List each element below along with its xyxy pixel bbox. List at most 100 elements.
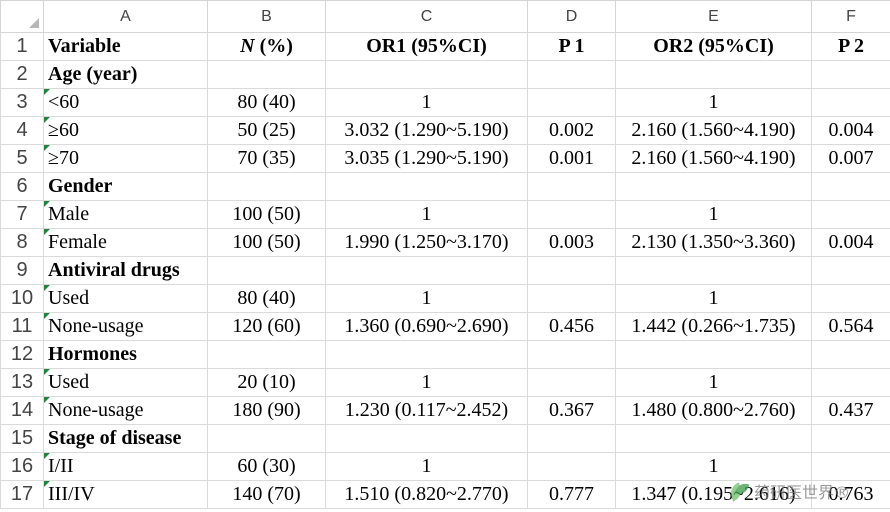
column-header-a[interactable]: A	[43, 0, 208, 33]
cell-e7[interactable]: 1	[615, 200, 812, 229]
cell-b3[interactable]: 80 (40)	[207, 88, 326, 117]
cell-d16[interactable]	[527, 452, 616, 481]
cell-e2[interactable]	[615, 60, 812, 89]
cell-c13[interactable]: 1	[325, 368, 528, 397]
cell-e13[interactable]: 1	[615, 368, 812, 397]
cell-d1[interactable]: P 1	[527, 32, 616, 61]
cell-f15[interactable]	[811, 424, 890, 453]
cell-b10[interactable]: 80 (40)	[207, 284, 326, 313]
cell-b5[interactable]: 70 (35)	[207, 144, 326, 173]
row-header[interactable]: 4	[0, 116, 44, 145]
cell-d2[interactable]	[527, 60, 616, 89]
cell-b7[interactable]: 100 (50)	[207, 200, 326, 229]
column-header-b[interactable]: B	[207, 0, 326, 33]
cell-b13[interactable]: 20 (10)	[207, 368, 326, 397]
cell-b2[interactable]	[207, 60, 326, 89]
cell-e11[interactable]: 1.442 (0.266~1.735)	[615, 312, 812, 341]
row-header[interactable]: 1	[0, 32, 44, 61]
row-header[interactable]: 3	[0, 88, 44, 117]
cell-d5[interactable]: 0.001	[527, 144, 616, 173]
cell-b16[interactable]: 60 (30)	[207, 452, 326, 481]
row-header[interactable]: 2	[0, 60, 44, 89]
cell-e5[interactable]: 2.160 (1.560~4.190)	[615, 144, 812, 173]
cell-a8[interactable]: Female	[43, 228, 208, 257]
cell-b17[interactable]: 140 (70)	[207, 480, 326, 509]
cell-f6[interactable]	[811, 172, 890, 201]
select-all-corner[interactable]	[0, 0, 44, 33]
cell-b6[interactable]	[207, 172, 326, 201]
cell-e16[interactable]: 1	[615, 452, 812, 481]
cell-a10[interactable]: Used	[43, 284, 208, 313]
cell-d11[interactable]: 0.456	[527, 312, 616, 341]
cell-c12[interactable]	[325, 340, 528, 369]
cell-b8[interactable]: 100 (50)	[207, 228, 326, 257]
row-header[interactable]: 7	[0, 200, 44, 229]
cell-f2[interactable]	[811, 60, 890, 89]
cell-d15[interactable]	[527, 424, 616, 453]
cell-b9[interactable]	[207, 256, 326, 285]
cell-f13[interactable]	[811, 368, 890, 397]
cell-a11[interactable]: None-usage	[43, 312, 208, 341]
cell-e9[interactable]	[615, 256, 812, 285]
cell-d10[interactable]	[527, 284, 616, 313]
column-header-e[interactable]: E	[615, 0, 812, 33]
cell-c15[interactable]	[325, 424, 528, 453]
cell-d9[interactable]	[527, 256, 616, 285]
column-header-c[interactable]: C	[325, 0, 528, 33]
cell-f11[interactable]: 0.564	[811, 312, 890, 341]
cell-d8[interactable]: 0.003	[527, 228, 616, 257]
cell-b14[interactable]: 180 (90)	[207, 396, 326, 425]
cell-a15[interactable]: Stage of disease	[43, 424, 208, 453]
cell-f4[interactable]: 0.004	[811, 116, 890, 145]
cell-d12[interactable]	[527, 340, 616, 369]
row-header[interactable]: 13	[0, 368, 44, 397]
cell-f12[interactable]	[811, 340, 890, 369]
cell-f3[interactable]	[811, 88, 890, 117]
row-header[interactable]: 9	[0, 256, 44, 285]
cell-d13[interactable]	[527, 368, 616, 397]
cell-b15[interactable]	[207, 424, 326, 453]
cell-f5[interactable]: 0.007	[811, 144, 890, 173]
column-header-f[interactable]: F	[811, 0, 890, 33]
row-header[interactable]: 15	[0, 424, 44, 453]
cell-c3[interactable]: 1	[325, 88, 528, 117]
cell-a9[interactable]: Antiviral drugs	[43, 256, 208, 285]
row-header[interactable]: 5	[0, 144, 44, 173]
cell-f14[interactable]: 0.437	[811, 396, 890, 425]
cell-f7[interactable]	[811, 200, 890, 229]
cell-f8[interactable]: 0.004	[811, 228, 890, 257]
cell-e12[interactable]	[615, 340, 812, 369]
row-header[interactable]: 16	[0, 452, 44, 481]
row-header[interactable]: 12	[0, 340, 44, 369]
cell-d6[interactable]	[527, 172, 616, 201]
cell-e14[interactable]: 1.480 (0.800~2.760)	[615, 396, 812, 425]
cell-f1[interactable]: P 2	[811, 32, 890, 61]
cell-c6[interactable]	[325, 172, 528, 201]
cell-e3[interactable]: 1	[615, 88, 812, 117]
cell-d7[interactable]	[527, 200, 616, 229]
row-header[interactable]: 8	[0, 228, 44, 257]
cell-b12[interactable]	[207, 340, 326, 369]
cell-d14[interactable]: 0.367	[527, 396, 616, 425]
cell-a16[interactable]: I/II	[43, 452, 208, 481]
cell-a2[interactable]: Age (year)	[43, 60, 208, 89]
cell-b4[interactable]: 50 (25)	[207, 116, 326, 145]
cell-a1[interactable]: Variable	[43, 32, 208, 61]
cell-c14[interactable]: 1.230 (0.117~2.452)	[325, 396, 528, 425]
row-header[interactable]: 6	[0, 172, 44, 201]
cell-b11[interactable]: 120 (60)	[207, 312, 326, 341]
cell-a7[interactable]: Male	[43, 200, 208, 229]
cell-c17[interactable]: 1.510 (0.820~2.770)	[325, 480, 528, 509]
cell-f10[interactable]	[811, 284, 890, 313]
cell-c11[interactable]: 1.360 (0.690~2.690)	[325, 312, 528, 341]
cell-f16[interactable]	[811, 452, 890, 481]
cell-d3[interactable]	[527, 88, 616, 117]
cell-c8[interactable]: 1.990 (1.250~3.170)	[325, 228, 528, 257]
cell-f17[interactable]: 0.763	[811, 480, 890, 509]
row-header[interactable]: 17	[0, 480, 44, 509]
cell-e1[interactable]: OR2 (95%CI)	[615, 32, 812, 61]
cell-e8[interactable]: 2.130 (1.350~3.360)	[615, 228, 812, 257]
row-header[interactable]: 14	[0, 396, 44, 425]
cell-c7[interactable]: 1	[325, 200, 528, 229]
cell-a13[interactable]: Used	[43, 368, 208, 397]
